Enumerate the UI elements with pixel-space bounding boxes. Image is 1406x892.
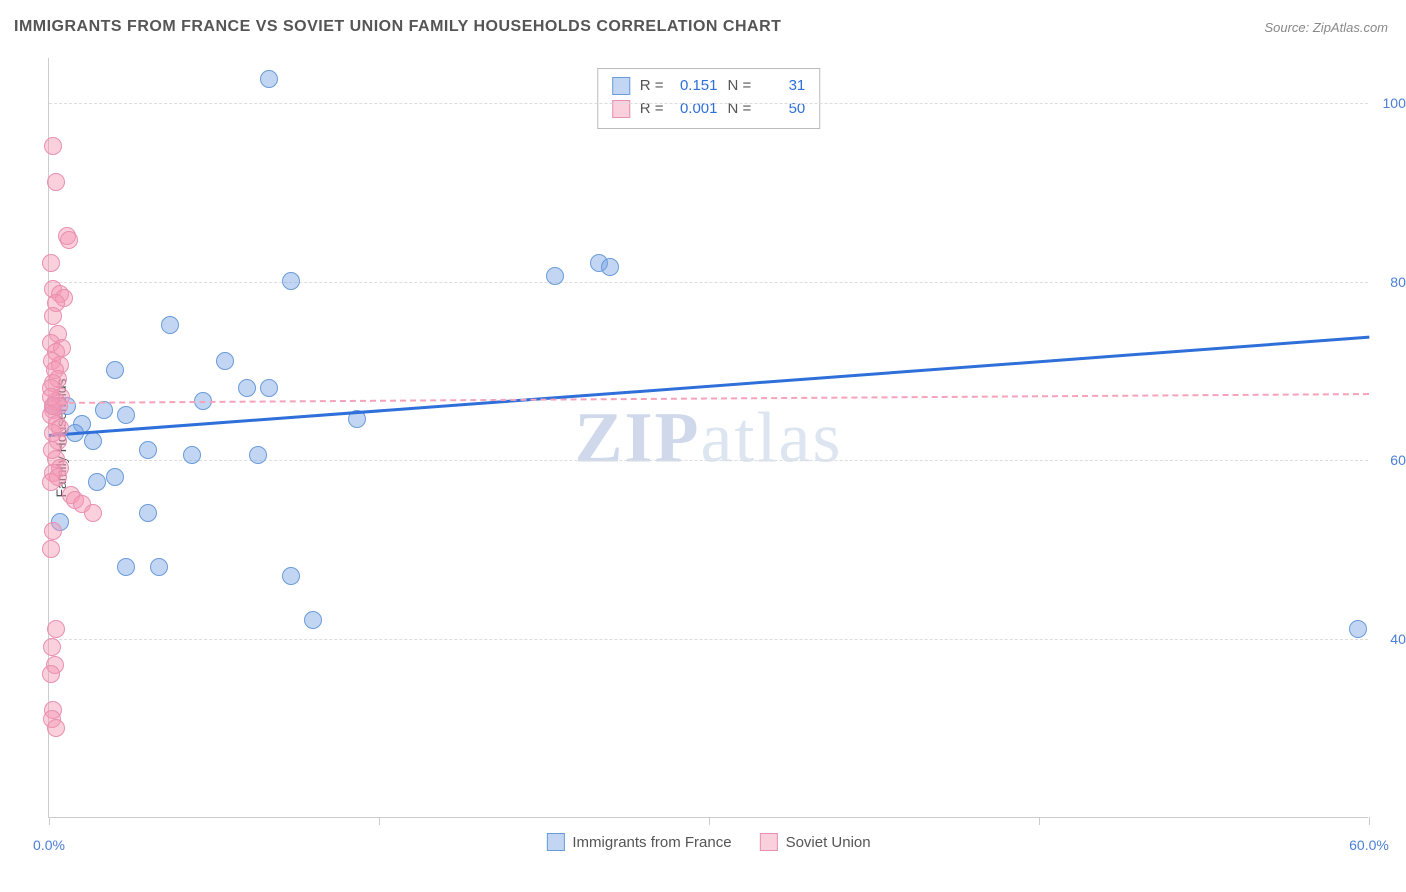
stat-r-label: R = (640, 75, 664, 98)
gridline-h (49, 639, 1368, 640)
scatter-point (117, 558, 135, 576)
scatter-point (106, 468, 124, 486)
chart-source: Source: ZipAtlas.com (1264, 20, 1388, 35)
legend-item: Immigrants from France (546, 833, 731, 851)
x-tick (49, 817, 50, 825)
scatter-point (84, 504, 102, 522)
stat-n-value: 50 (761, 98, 805, 121)
scatter-point (84, 432, 102, 450)
scatter-point (260, 70, 278, 88)
scatter-point (42, 473, 60, 491)
stat-row: R = 0.001 N = 50 (612, 98, 806, 121)
scatter-point (44, 137, 62, 155)
x-tick (709, 817, 710, 825)
scatter-point (150, 558, 168, 576)
legend-swatch (612, 77, 630, 95)
scatter-point (282, 272, 300, 290)
x-tick (1369, 817, 1370, 825)
legend-item: Soviet Union (760, 833, 871, 851)
scatter-point (282, 567, 300, 585)
legend-swatch (760, 833, 778, 851)
scatter-point (44, 397, 62, 415)
stat-row: R = 0.151 N = 31 (612, 75, 806, 98)
scatter-point (216, 352, 234, 370)
x-tick (1039, 817, 1040, 825)
scatter-point (183, 446, 201, 464)
scatter-point (601, 258, 619, 276)
scatter-point (47, 719, 65, 737)
y-tick-label: 100.0% (1375, 95, 1406, 111)
watermark: ZIPatlas (575, 396, 843, 479)
gridline-h (49, 460, 1368, 461)
stat-n-value: 31 (761, 75, 805, 98)
legend: Immigrants from France Soviet Union (546, 833, 870, 851)
x-tick (379, 817, 380, 825)
x-tick-label: 0.0% (33, 837, 65, 853)
scatter-point (42, 665, 60, 683)
scatter-point (249, 446, 267, 464)
gridline-h (49, 103, 1368, 104)
scatter-point (60, 231, 78, 249)
stat-r-value: 0.151 (674, 75, 718, 98)
stat-r-value: 0.001 (674, 98, 718, 121)
stat-r-label: R = (640, 98, 664, 121)
scatter-point (238, 379, 256, 397)
scatter-point (106, 361, 124, 379)
legend-label: Immigrants from France (572, 834, 731, 851)
stat-n-label: N = (728, 75, 752, 98)
scatter-point (260, 379, 278, 397)
plot-area: Family Households ZIPatlas R =0.151N =31… (48, 58, 1368, 818)
y-tick-label: 60.0% (1375, 452, 1406, 468)
scatter-point (139, 441, 157, 459)
scatter-point (139, 504, 157, 522)
scatter-point (95, 401, 113, 419)
chart-title: IMMIGRANTS FROM FRANCE VS SOVIET UNION F… (14, 18, 781, 36)
x-tick-label: 60.0% (1349, 837, 1389, 853)
gridline-h (49, 282, 1368, 283)
scatter-point (44, 307, 62, 325)
legend-label: Soviet Union (786, 834, 871, 851)
scatter-point (47, 173, 65, 191)
scatter-point (42, 540, 60, 558)
correlation-stats-box: R = 0.151 N = 31 R = 0.001 N = 50 (597, 68, 821, 129)
y-tick-label: 40.0% (1375, 631, 1406, 647)
y-tick-label: 80.0% (1375, 274, 1406, 290)
scatter-point (1349, 620, 1367, 638)
scatter-point (43, 638, 61, 656)
scatter-point (47, 620, 65, 638)
scatter-point (161, 316, 179, 334)
scatter-point (304, 611, 322, 629)
scatter-point (88, 473, 106, 491)
stat-n-label: N = (728, 98, 752, 121)
scatter-point (44, 522, 62, 540)
scatter-point (117, 406, 135, 424)
legend-swatch (546, 833, 564, 851)
scatter-point (42, 254, 60, 272)
scatter-point (546, 267, 564, 285)
